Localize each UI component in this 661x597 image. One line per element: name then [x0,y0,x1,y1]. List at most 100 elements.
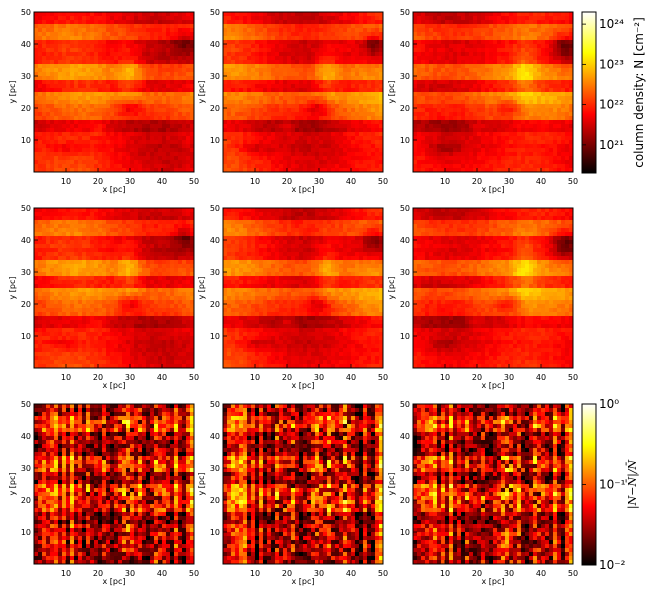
heatmap-cell [437,160,441,164]
heatmap-cell [146,152,150,156]
heatmap-cell [525,116,529,120]
heatmap-cell [367,64,371,68]
heatmap-cell [38,128,42,132]
heatmap-cell [481,112,485,116]
heatmap-cell [489,108,493,112]
heatmap-cell [429,148,433,152]
heatmap-cell [541,96,545,100]
heatmap-cell [355,88,359,92]
heatmap-cell [74,20,78,24]
heatmap-cell [537,20,541,24]
heatmap-cell [469,72,473,76]
heatmap-cell [94,64,98,68]
heatmap-cell [485,24,489,28]
heatmap-cell [106,124,110,128]
heatmap-cell [553,76,557,80]
heatmap-cell [505,64,509,68]
heatmap-cell [106,28,110,32]
heatmap-cell [106,96,110,100]
heatmap-cell [537,80,541,84]
heatmap-cell [489,128,493,132]
heatmap-cell [42,152,46,156]
heatmap-cell [239,92,243,96]
heatmap-cell [327,160,331,164]
heatmap-cell [421,124,425,128]
heatmap-cell [525,164,529,168]
heatmap-cell [557,52,561,56]
heatmap-cell [457,108,461,112]
heatmap-cell [295,112,299,116]
heatmap-cell [351,132,355,136]
heatmap-cell [359,76,363,80]
heatmap-cell [533,92,537,96]
heatmap-cell [351,164,355,168]
heatmap-cell [553,128,557,132]
heatmap-cell [62,16,66,20]
heatmap-cell [457,112,461,116]
heatmap-cell [259,16,263,20]
heatmap-cell [529,12,533,16]
heatmap-cell [42,28,46,32]
heatmap-cell [259,144,263,148]
heatmap-cell [537,68,541,72]
heatmap-cell [62,164,66,168]
heatmap-cell [247,56,251,60]
heatmap-cell [453,16,457,20]
heatmap-cell [375,24,379,28]
heatmap-cell [114,80,118,84]
heatmap-cell [106,164,110,168]
heatmap-cell [335,20,339,24]
heatmap-cell [311,56,315,60]
heatmap-cell [311,152,315,156]
heatmap-cell [130,144,134,148]
heatmap-cell [154,164,158,168]
heatmap-cell [94,56,98,60]
heatmap-cell [275,128,279,132]
heatmap-cell [347,44,351,48]
heatmap-cell [509,104,513,108]
heatmap-cell [231,140,235,144]
heatmap-cell [178,104,182,108]
heatmap-cell [445,28,449,32]
heatmap-cell [331,128,335,132]
heatmap-cell [251,72,255,76]
heatmap-cell [429,36,433,40]
heatmap-cell [122,108,126,112]
heatmap-cell [549,120,553,124]
heatmap-cell [513,76,517,80]
heatmap-cell [343,24,347,28]
heatmap-cell [461,92,465,96]
heatmap-cell [437,104,441,108]
heatmap-cell [521,84,525,88]
heatmap-cell [58,124,62,128]
heatmap-cell [182,144,186,148]
heatmap-cell [50,68,54,72]
heatmap-cell [493,16,497,20]
heatmap-cell [146,20,150,24]
heatmap-cell [351,36,355,40]
heatmap-cell [78,44,82,48]
heatmap-cell [513,156,517,160]
heatmap-cell [351,80,355,84]
heatmap-cell [78,116,82,120]
heatmap-cell [142,80,146,84]
heatmap-cell [465,136,469,140]
heatmap-cell [130,16,134,20]
heatmap-cell [493,156,497,160]
heatmap-cell [227,148,231,152]
heatmap-cell [449,36,453,40]
heatmap-cell [565,36,569,40]
heatmap-cell [170,12,174,16]
heatmap-cell [162,56,166,60]
heatmap-cell [102,120,106,124]
heatmap-cell [311,80,315,84]
heatmap-cell [247,64,251,68]
heatmap-cell [425,116,429,120]
heatmap-cell [417,160,421,164]
heatmap-cell [355,36,359,40]
heatmap-cell [299,124,303,128]
heatmap-cell [255,136,259,140]
heatmap-cell [162,52,166,56]
heatmap-cell [501,124,505,128]
heatmap-cell [561,160,565,164]
